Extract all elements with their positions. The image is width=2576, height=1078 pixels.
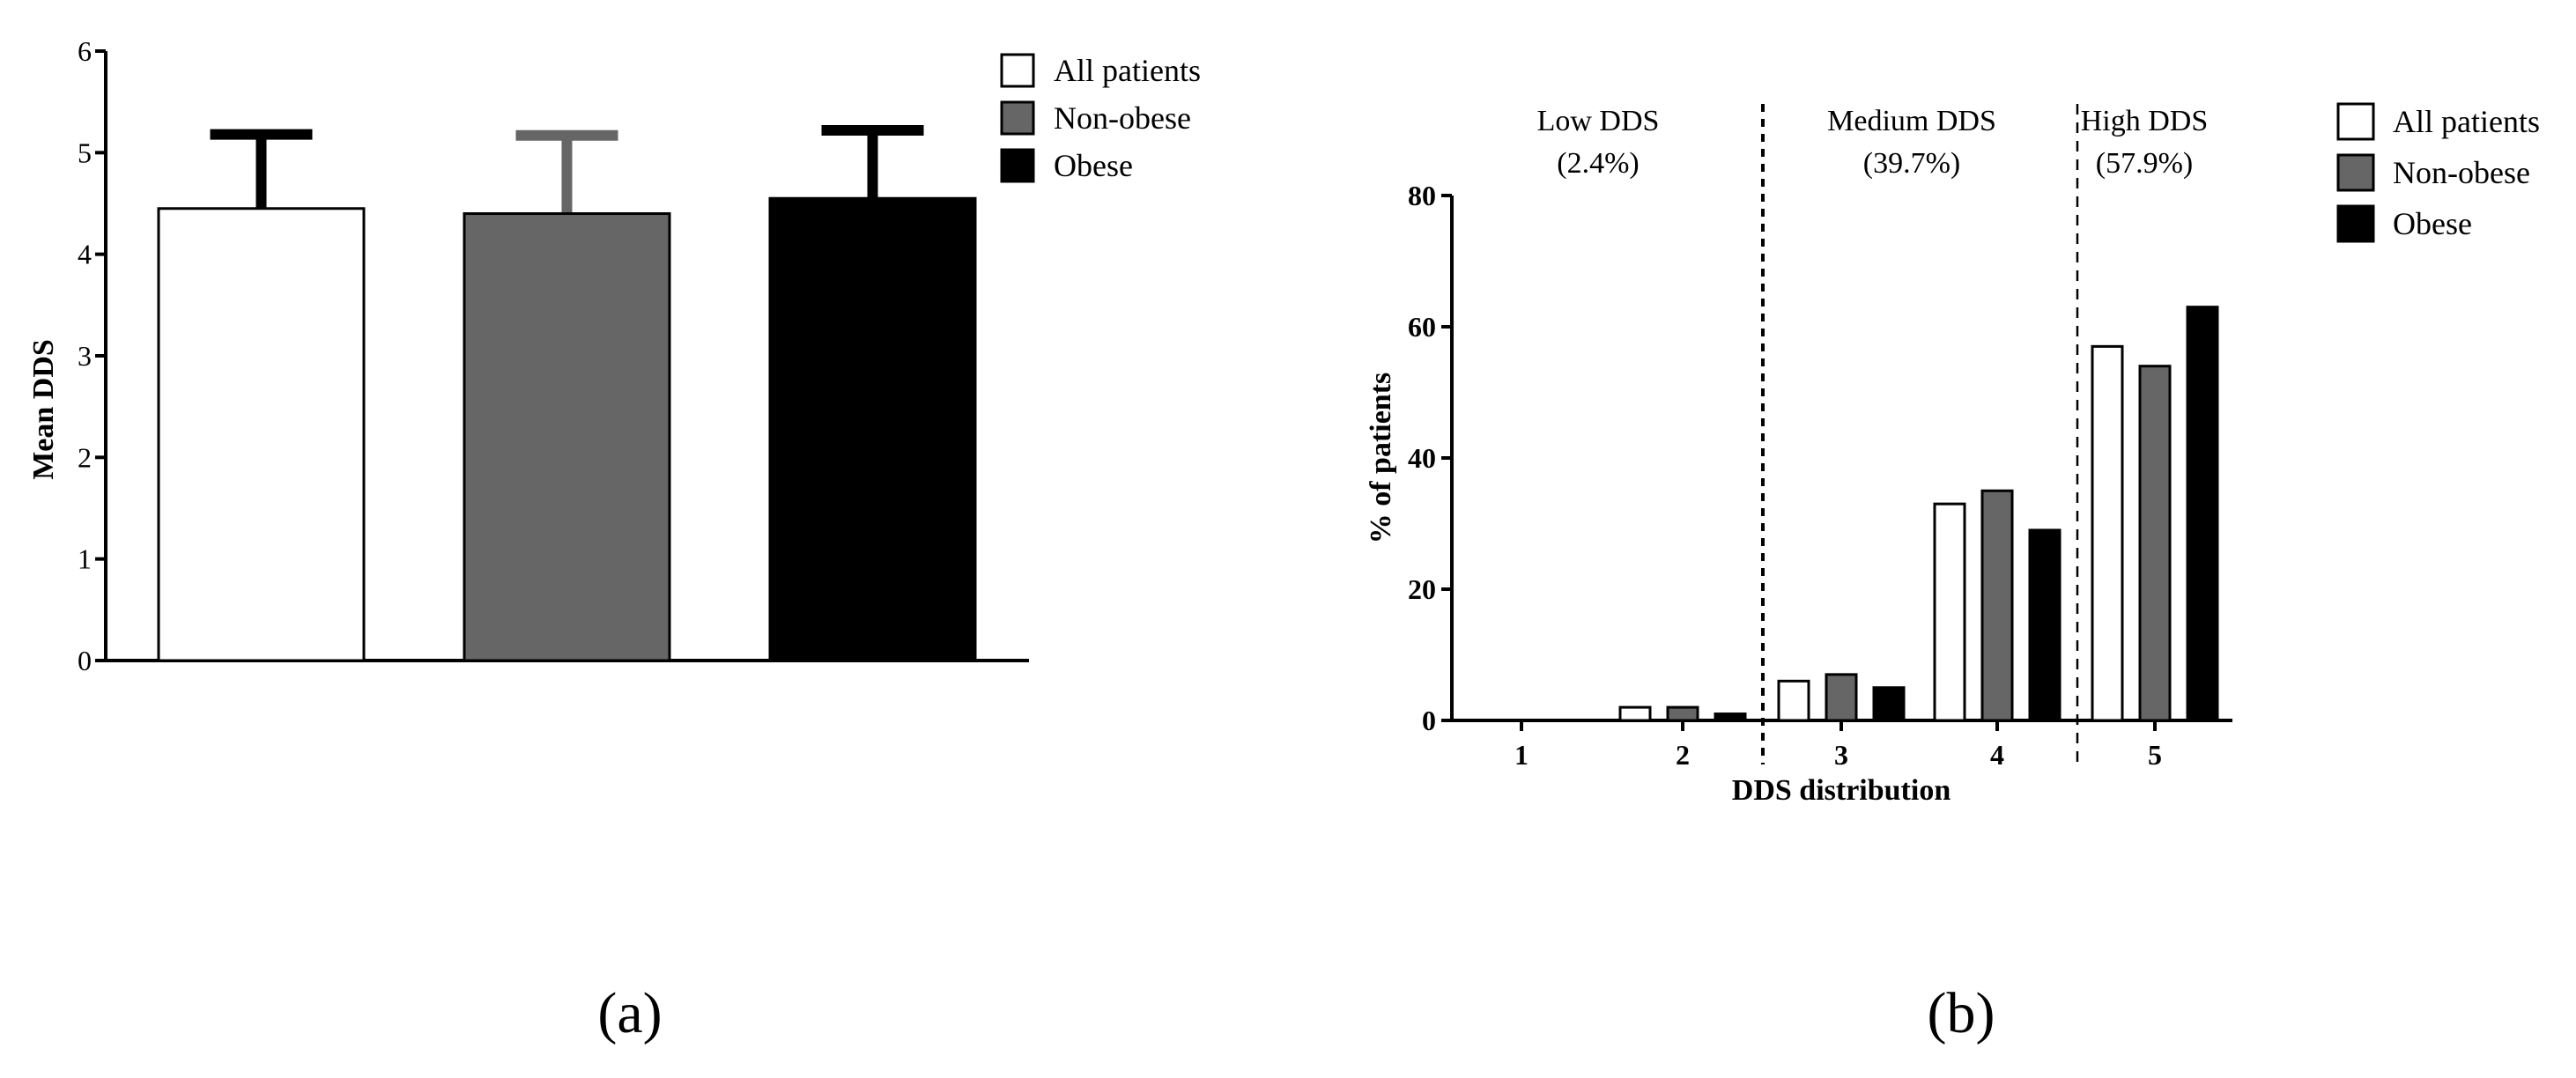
b-legend-swatch [2336,102,2375,141]
b-region-name: High DDS [2081,105,2209,137]
b-legend-label: Obese [2393,206,2472,241]
b-ylabel: % of patients [1365,373,1397,544]
caption-a: (a) [597,981,662,1045]
b-y-tick-label: 80 [1408,180,1436,211]
b-bar [1666,705,1699,722]
b-bar [1980,489,2014,722]
b-x-tick-label: 3 [1834,739,1848,771]
a-bars [157,124,977,662]
b-legend-swatch [2336,153,2375,192]
b-y-tick-label: 20 [1408,573,1436,605]
a-y-tick-label: 5 [78,137,92,168]
b-y-tick-label: 40 [1408,442,1436,474]
b-y-tick-label: 0 [1422,705,1436,736]
b-legend-label: All patients [2393,104,2540,139]
a-bar [463,212,671,662]
b-bar [1825,673,1858,722]
a-legend-label: Obese [1054,148,1133,183]
b-bar [1777,679,1810,722]
b-bar [2091,344,2124,722]
b-legend: All patients Non-obese Obese [2336,102,2540,243]
b-legend-swatch [2336,204,2375,243]
a-legend-swatch [1000,53,1035,88]
a-y-tick-label: 1 [78,543,92,575]
a-y-tick-label: 3 [78,340,92,372]
b-bars [1618,306,2219,722]
b-x-tick-label: 2 [1676,739,1690,771]
a-y-tick-label: 6 [78,35,92,67]
b-xlabel: DDS distribution [1732,774,1951,807]
b-bar [1714,713,1747,722]
a-legend-label: All patients [1054,53,1201,88]
a-y-tick-label: 0 [78,645,92,676]
a-legend-swatch [1000,100,1035,136]
a-legend-label: Non-obese [1054,100,1191,136]
b-region-pct: (2.4%) [1557,147,1639,180]
b-region-name: Medium DDS [1827,105,1996,137]
b-regions: Low DDS (2.4%) Medium DDS (39.7%) High DDS (5… [1537,104,2209,764]
b-bar [1933,502,1966,722]
b-bar [1872,686,1906,722]
panel-a-chart: Mean DDS 0 1 2 3 4 5 6 All patients Non-obese Ob… [27,35,1201,676]
panel-b-chart: % of patients DDS distribution Low DDS (2… [1365,102,2540,807]
b-x-tick-label: 4 [1990,739,2004,771]
a-y-tick-label: 4 [78,239,92,270]
b-region-pct: (57.9%) [2096,147,2193,180]
caption-b: (b) [1928,981,1995,1045]
a-legend-swatch [1000,148,1035,183]
b-region-name: Low DDS [1537,105,1660,137]
a-ylabel: Mean DDS [27,339,60,480]
b-x-tick-label: 1 [1514,739,1529,771]
a-bar [157,207,366,662]
b-legend-label: Non-obese [2393,155,2530,190]
a-bar [768,196,977,662]
b-bar [2028,528,2062,722]
b-bar [2138,365,2172,722]
b-bar [1618,705,1652,722]
b-bar [2186,306,2219,722]
b-y-tick-label: 60 [1408,311,1436,343]
b-x-tick-label: 5 [2148,739,2162,771]
a-legend: All patients Non-obese Obese [1000,53,1201,183]
b-region-pct: (39.7%) [1863,147,1960,180]
a-y-tick-label: 2 [78,441,92,473]
